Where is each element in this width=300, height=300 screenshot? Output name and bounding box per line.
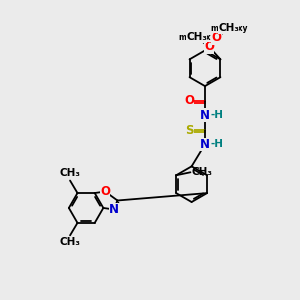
Text: S: S	[185, 124, 194, 136]
Text: CH₃: CH₃	[59, 238, 80, 248]
Text: CH₃: CH₃	[186, 32, 207, 42]
Text: N: N	[200, 138, 210, 151]
Text: CH₃: CH₃	[192, 167, 213, 177]
Text: O: O	[211, 32, 221, 44]
Text: -H: -H	[210, 140, 223, 149]
Text: O: O	[204, 40, 214, 53]
Text: N: N	[200, 109, 210, 122]
Text: CH₃: CH₃	[218, 23, 239, 33]
Text: N: N	[109, 203, 119, 216]
Text: CH₃: CH₃	[59, 169, 80, 178]
Text: -H: -H	[210, 110, 223, 120]
Text: O: O	[100, 185, 110, 198]
Text: O: O	[184, 94, 194, 107]
Text: methoxy: methoxy	[178, 33, 215, 42]
Text: methoxy: methoxy	[210, 24, 248, 33]
